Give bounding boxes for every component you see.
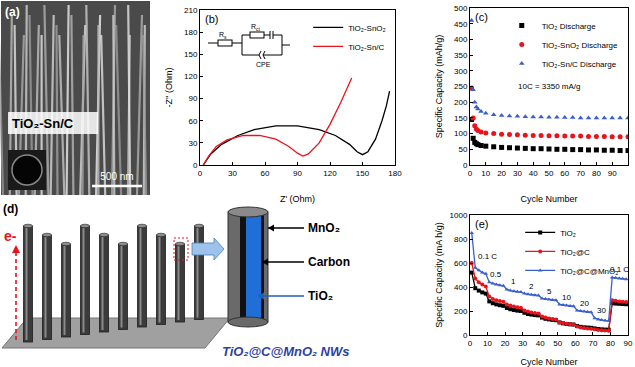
svg-text:210: 210: [184, 6, 198, 15]
svg-text:60: 60: [188, 117, 197, 126]
svg-text:1: 1: [511, 277, 516, 286]
svg-text:180: 180: [388, 169, 402, 178]
svg-text:60: 60: [560, 169, 569, 178]
svg-text:350: 350: [454, 51, 468, 60]
svg-text:150: 150: [184, 50, 198, 59]
svg-text:10: 10: [481, 169, 490, 178]
svg-text:10: 10: [483, 339, 492, 348]
svg-text:0: 0: [463, 331, 468, 340]
svg-text:(e): (e): [475, 218, 488, 230]
svg-text:Specific Capacity (mAh/g): Specific Capacity (mAh/g): [434, 35, 444, 139]
svg-text:30: 30: [597, 306, 606, 315]
svg-text:20: 20: [497, 169, 506, 178]
svg-text:Rs: Rs: [219, 31, 227, 40]
svg-text:(c): (c): [475, 11, 488, 23]
svg-text:0.1 C: 0.1 C: [478, 252, 497, 261]
svg-text:120: 120: [323, 169, 337, 178]
svg-text:0.5: 0.5: [490, 270, 502, 279]
svg-text:10C = 3350 mA/g: 10C = 3350 mA/g: [518, 82, 580, 91]
svg-text:Specific Capacity (mA h/g): Specific Capacity (mA h/g): [434, 222, 444, 328]
svg-text:0.1 C: 0.1 C: [610, 265, 629, 274]
svg-text:450: 450: [454, 20, 468, 29]
svg-text:150: 150: [454, 114, 468, 123]
svg-text:Rct: Rct: [251, 23, 261, 32]
svg-text:70: 70: [576, 169, 585, 178]
svg-text:80: 80: [606, 339, 615, 348]
svg-text:30: 30: [518, 339, 527, 348]
svg-text:0: 0: [198, 169, 203, 178]
svg-text:60: 60: [261, 169, 270, 178]
svg-text:TiO₂ Discharge: TiO₂ Discharge: [542, 22, 596, 31]
svg-text:400: 400: [454, 35, 468, 44]
svg-text:250: 250: [454, 82, 468, 91]
svg-text:50: 50: [458, 145, 467, 154]
svg-text:TiO₂-Sn/C: TiO₂-Sn/C: [12, 116, 74, 131]
svg-text:300: 300: [454, 67, 468, 76]
svg-text:1000: 1000: [450, 211, 468, 220]
svg-text:40: 40: [536, 339, 545, 348]
svg-text:30: 30: [228, 169, 237, 178]
svg-text:TiO₂@C@MnO₂: TiO₂@C@MnO₂: [560, 267, 618, 276]
svg-text:Carbon: Carbon: [308, 255, 350, 269]
svg-text:TiO₂: TiO₂: [308, 289, 333, 303]
svg-text:TiO₂-Sn/C: TiO₂-Sn/C: [348, 43, 384, 52]
svg-text:90: 90: [608, 169, 617, 178]
svg-text:Cycle Number: Cycle Number: [520, 194, 577, 204]
svg-text:40: 40: [529, 169, 538, 178]
svg-text:10: 10: [562, 293, 571, 302]
svg-text:TiO₂: TiO₂: [560, 229, 576, 238]
svg-text:(b): (b): [205, 13, 218, 25]
svg-text:800: 800: [454, 235, 468, 244]
svg-text:80: 80: [592, 169, 601, 178]
svg-text:30: 30: [513, 169, 522, 178]
svg-text:50: 50: [553, 339, 562, 348]
svg-text:180: 180: [184, 28, 198, 37]
svg-text:e-: e-: [4, 228, 17, 244]
svg-text:30: 30: [188, 139, 197, 148]
svg-text:60: 60: [571, 339, 580, 348]
svg-text:-Z'' (Ohm): -Z'' (Ohm): [164, 68, 174, 108]
svg-text:120: 120: [184, 72, 198, 81]
svg-text:90: 90: [624, 339, 633, 348]
svg-text:400: 400: [454, 283, 468, 292]
svg-text:(a): (a): [5, 5, 20, 19]
svg-text:20: 20: [580, 299, 589, 308]
svg-text:50: 50: [545, 169, 554, 178]
svg-text:0: 0: [463, 161, 468, 170]
svg-text:20: 20: [501, 339, 510, 348]
svg-text:600: 600: [454, 259, 468, 268]
svg-text:0: 0: [468, 339, 473, 348]
svg-text:2: 2: [529, 282, 534, 291]
svg-text:90: 90: [188, 94, 197, 103]
svg-text:TiO₂@C: TiO₂@C: [560, 248, 590, 257]
svg-text:TiO₂-SnO₂ Discharge: TiO₂-SnO₂ Discharge: [542, 41, 618, 50]
svg-text:0: 0: [193, 161, 198, 170]
svg-text:Z' (Ohm): Z' (Ohm): [280, 194, 315, 204]
svg-text:Cycle Number: Cycle Number: [520, 357, 577, 367]
svg-text:5: 5: [547, 287, 552, 296]
svg-text:90: 90: [293, 169, 302, 178]
svg-text:(d): (d): [3, 202, 18, 216]
svg-text:500: 500: [454, 4, 468, 13]
svg-text:TiO₂-Sn/C Discharge: TiO₂-Sn/C Discharge: [542, 60, 617, 69]
svg-text:200: 200: [454, 307, 468, 316]
svg-text:150: 150: [356, 169, 370, 178]
svg-text:500 nm: 500 nm: [100, 171, 133, 182]
svg-text:CPE: CPE: [256, 61, 271, 68]
svg-text:70: 70: [588, 339, 597, 348]
svg-text:0: 0: [468, 169, 473, 178]
svg-text:TiO₂@C@MnO₂ NWs: TiO₂@C@MnO₂ NWs: [222, 344, 349, 359]
svg-text:MnO₂: MnO₂: [308, 221, 340, 235]
svg-text:200: 200: [454, 98, 468, 107]
svg-text:TiO₂-SnO₂: TiO₂-SnO₂: [348, 24, 385, 33]
svg-text:100: 100: [454, 129, 468, 138]
